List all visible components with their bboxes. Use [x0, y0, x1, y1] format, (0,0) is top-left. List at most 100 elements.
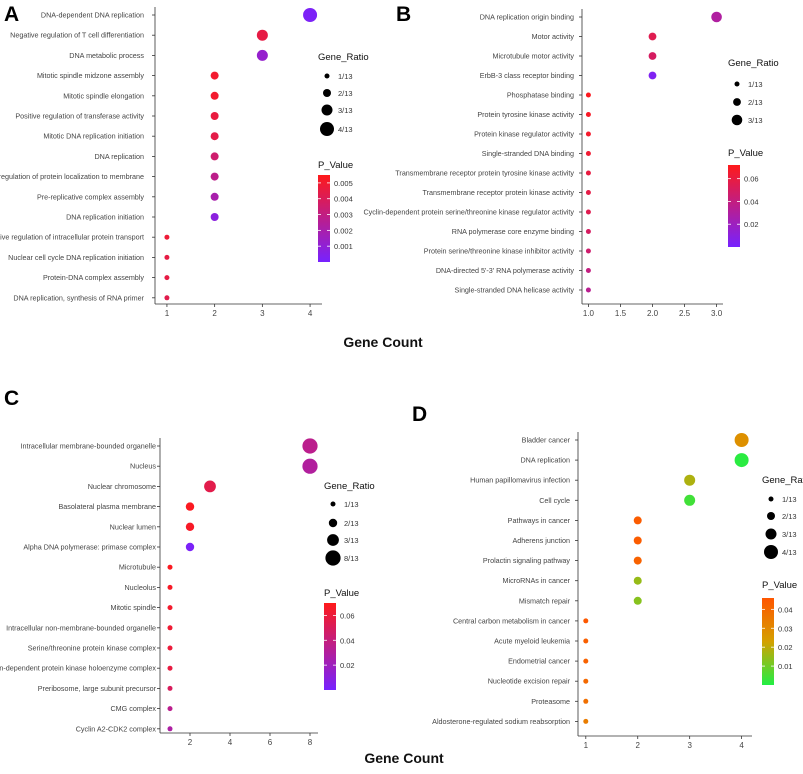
data-point-a — [210, 213, 219, 221]
size-legend-title-c: Gene_Ratio — [324, 481, 375, 492]
data-point-b — [648, 32, 657, 41]
data-point-d — [633, 536, 642, 545]
color-legend-label-a: 0.001 — [334, 242, 353, 251]
data-point-a — [256, 29, 268, 41]
data-point-d — [633, 516, 642, 525]
color-legend-label-b: 0.04 — [744, 197, 759, 206]
color-legend-label-a: 0.005 — [334, 179, 353, 188]
term-label-b: Protein tyrosine kinase activity — [477, 110, 574, 119]
color-legend-label-d: 0.03 — [778, 624, 793, 633]
data-point-b — [585, 131, 591, 137]
data-point-a — [164, 234, 170, 240]
term-label-a: DNA metabolic process — [69, 51, 144, 60]
term-label-c: Microtubule — [119, 563, 156, 572]
x-tick-label-b: 2.5 — [679, 309, 691, 318]
size-legend-dot-b — [734, 81, 740, 87]
data-point-c — [302, 438, 318, 454]
data-point-b — [585, 209, 591, 215]
size-legend-dot-a — [323, 89, 331, 97]
size-legend-dot-c — [330, 501, 336, 507]
term-label-b: Single-stranded DNA binding — [482, 149, 574, 158]
size-legend-dot-d — [768, 496, 774, 502]
data-point-b — [585, 170, 591, 176]
size-legend-title-d: Gene_Ratio — [762, 475, 803, 486]
term-label-d: Acute myeloid leukemia — [494, 637, 570, 646]
data-point-d — [583, 638, 589, 644]
data-point-a — [210, 71, 219, 80]
x-axis-title-top: Gene Count — [343, 334, 423, 350]
x-tick-label-b: 2.0 — [647, 309, 659, 318]
x-tick-label-a: 3 — [260, 309, 265, 318]
term-label-c: Preribosome, large subunit precursor — [38, 684, 157, 693]
data-point-a — [210, 91, 219, 100]
data-point-d — [583, 618, 589, 624]
data-point-d — [583, 718, 589, 724]
color-legend-label-c: 0.02 — [340, 661, 355, 670]
data-point-b — [711, 11, 722, 23]
x-tick-label-a: 2 — [212, 309, 217, 318]
term-label-d: Pathways in cancer — [508, 516, 571, 525]
data-point-a — [303, 8, 318, 22]
size-legend-dot-b — [733, 98, 741, 106]
data-point-c — [167, 665, 173, 671]
size-legend-dot-a — [321, 104, 333, 116]
color-legend-label-c: 0.06 — [340, 611, 355, 620]
term-label-a: DNA replication initiation — [66, 213, 144, 222]
x-tick-label-a: 4 — [308, 309, 313, 318]
term-label-d: Adherens junction — [512, 536, 570, 545]
size-legend-label-a: 1/13 — [338, 72, 353, 81]
data-point-d — [633, 556, 642, 565]
term-label-d: Nucleotide excision repair — [488, 677, 571, 686]
data-point-c — [167, 685, 173, 691]
x-axis-title-bottom: Gene Count — [364, 750, 444, 766]
data-point-a — [210, 152, 219, 161]
term-label-c: CMG complex — [110, 704, 156, 713]
data-point-a — [210, 112, 219, 120]
data-point-a — [210, 172, 219, 181]
x-tick-label-c: 6 — [268, 738, 273, 747]
term-label-a: Negative regulation of T cell differenti… — [10, 31, 144, 40]
data-point-d — [734, 453, 749, 468]
data-point-d — [583, 658, 589, 664]
data-point-a — [256, 49, 268, 61]
size-legend-dot-c — [327, 534, 339, 546]
size-legend-label-b: 3/13 — [748, 116, 763, 125]
term-label-d: DNA replication — [520, 456, 570, 465]
term-label-b: Microtubule motor activity — [493, 52, 575, 61]
term-label-b: Transmembrane receptor protein kinase ac… — [422, 188, 574, 197]
size-legend-label-b: 2/13 — [748, 98, 763, 107]
size-legend-label-d: 3/13 — [782, 530, 797, 539]
color-legend-title-b: P_Value — [728, 148, 763, 159]
panel-label-d: D — [412, 403, 427, 426]
data-point-b — [648, 71, 657, 80]
data-point-c — [167, 706, 173, 712]
color-legend-bar-a — [318, 175, 330, 262]
term-label-b: Transmembrane receptor protein tyrosine … — [395, 169, 574, 178]
size-legend-dot-a — [324, 73, 330, 79]
term-label-a: Positive regulation of protein localizat… — [0, 172, 144, 181]
size-legend-label-c: 8/13 — [344, 554, 359, 563]
data-point-c — [167, 726, 173, 732]
data-point-c — [167, 564, 173, 570]
term-label-c: Nuclear chromosome — [88, 482, 156, 491]
data-point-b — [585, 190, 591, 195]
color-legend-label-d: 0.02 — [778, 643, 793, 652]
color-legend-label-c: 0.04 — [340, 636, 355, 645]
size-legend-dot-a — [320, 122, 334, 136]
data-point-c — [167, 625, 173, 631]
term-label-d: Mismatch repair — [519, 596, 571, 605]
size-legend-dot-c — [328, 518, 338, 528]
term-label-b: RNA polymerase core enzyme binding — [452, 227, 574, 236]
size-legend-dot-d — [764, 545, 778, 559]
data-point-b — [648, 52, 657, 60]
term-label-b: DNA-directed 5'-3' RNA polymerase activi… — [436, 266, 575, 275]
term-label-a: Protein-DNA complex assembly — [43, 273, 144, 282]
term-label-a: DNA replication — [94, 152, 144, 161]
size-legend-dot-d — [767, 512, 775, 520]
term-label-a: Nuclear cell cycle DNA replication initi… — [8, 253, 144, 262]
term-label-d: Cell cycle — [539, 496, 570, 505]
data-point-b — [585, 268, 591, 273]
data-point-b — [585, 92, 591, 98]
data-point-c — [167, 645, 173, 651]
